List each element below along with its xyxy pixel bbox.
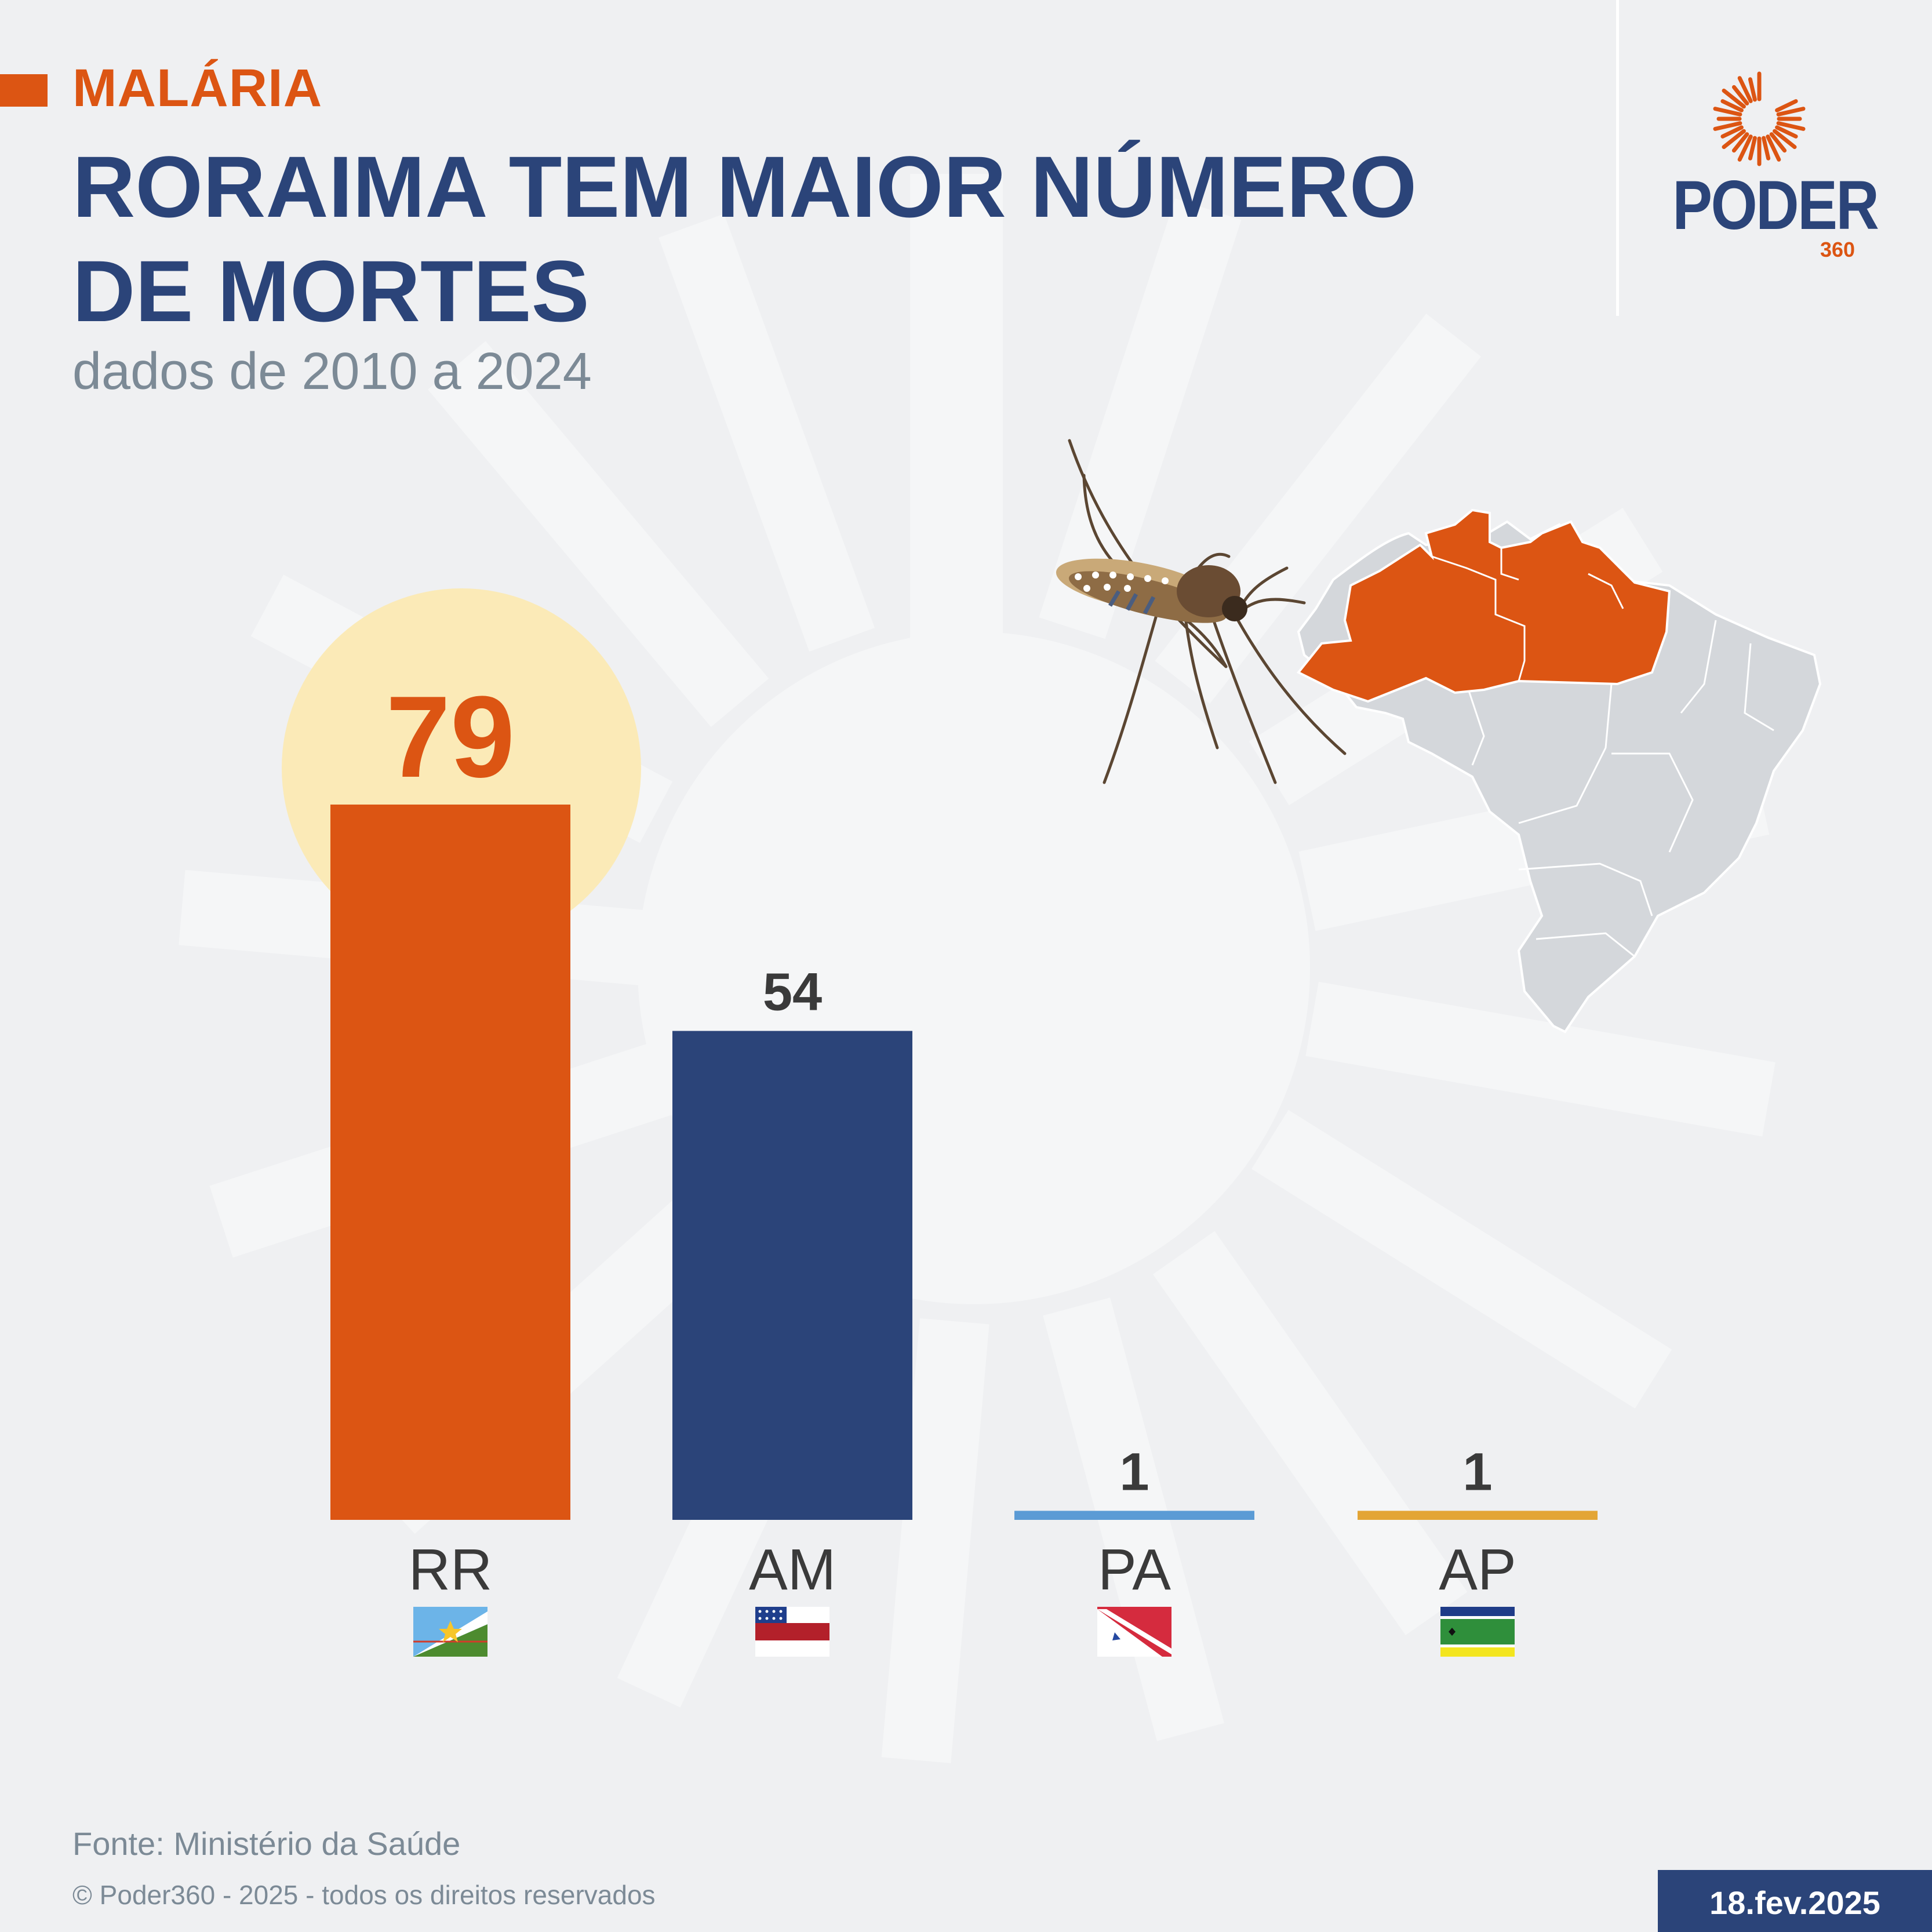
flag-roraima-icon — [413, 1607, 487, 1657]
flag-para-icon — [1097, 1607, 1171, 1657]
title-line-1: RORAIMA TEM MAIOR NÚMERO — [72, 138, 1417, 235]
copyright: © Poder360 - 2025 - todos os direitos re… — [72, 1880, 656, 1910]
bar-rr — [330, 805, 570, 1520]
kicker-marker — [0, 74, 48, 107]
logo-divider — [1616, 0, 1619, 316]
page-title: RORAIMA TEM MAIOR NÚMERO DE MORTES — [72, 134, 1493, 343]
subtitle: dados de 2010 a 2024 — [72, 343, 592, 401]
bar-am — [672, 1031, 912, 1520]
bar-pa — [1014, 1511, 1254, 1520]
flag-amazonas-icon — [755, 1607, 829, 1657]
category-label: AM — [749, 1537, 836, 1602]
value-label: 79 — [386, 672, 515, 802]
date-badge — [1658, 1870, 1932, 1932]
brazil-map-icon — [1296, 508, 1822, 1034]
kicker: MALÁRIA — [72, 59, 323, 118]
mosquito-icon — [1056, 439, 1347, 784]
category-label: PA — [1098, 1537, 1171, 1602]
category-label: AP — [1439, 1537, 1516, 1602]
source-note: Fonte: Ministério da Saúde — [72, 1825, 461, 1862]
bar-ap — [1358, 1511, 1598, 1520]
logo-suffix: 360 — [1820, 238, 1855, 261]
value-label: 1 — [1119, 1442, 1149, 1501]
value-label: 1 — [1462, 1442, 1492, 1501]
logo-wordmark: PODER — [1672, 166, 1879, 244]
sun-burst-logo-icon — [1713, 71, 1806, 166]
value-label: 54 — [763, 963, 822, 1022]
category-label: RR — [409, 1537, 492, 1602]
date: 18.fev.2025 — [1709, 1884, 1880, 1921]
title-line-2: DE MORTES — [72, 242, 590, 340]
flag-amapa-icon — [1440, 1607, 1515, 1657]
